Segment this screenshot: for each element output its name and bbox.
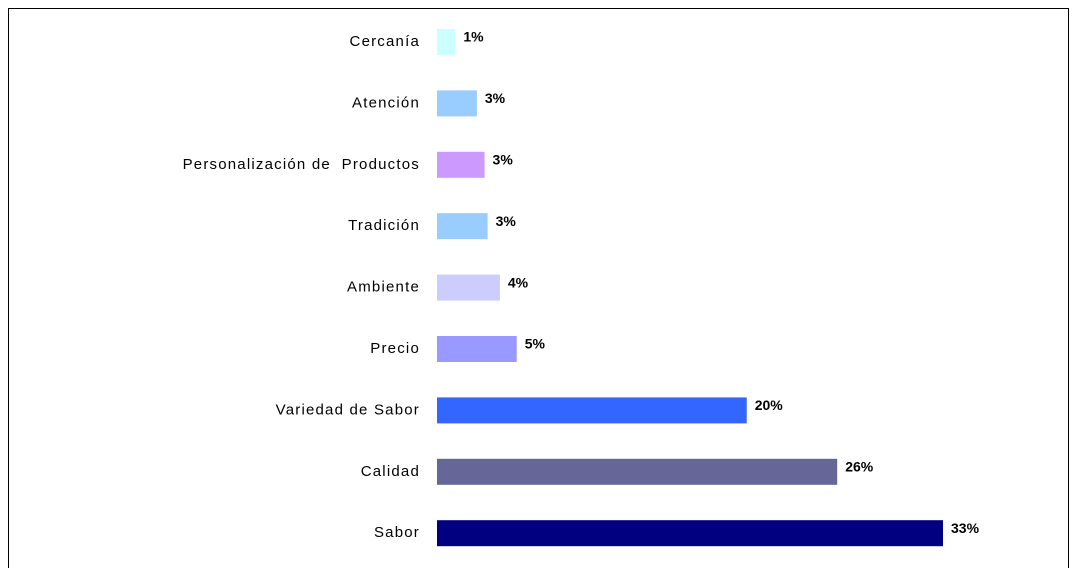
bar bbox=[437, 29, 456, 55]
bar bbox=[437, 520, 943, 547]
category-label: Cercanía bbox=[350, 33, 420, 50]
bar bbox=[437, 151, 485, 178]
value-label: 20% bbox=[755, 397, 784, 413]
category-label: Variedad de Sabor bbox=[276, 401, 420, 418]
category-label: Personalización de Productos bbox=[183, 156, 420, 173]
value-label: 26% bbox=[845, 459, 874, 475]
value-label: 4% bbox=[508, 274, 529, 290]
category-label: Ambiente bbox=[347, 279, 420, 296]
bar bbox=[437, 458, 838, 485]
value-label: 3% bbox=[493, 152, 514, 168]
bar bbox=[437, 90, 477, 117]
category-label: Tradición bbox=[348, 217, 420, 234]
value-label: 3% bbox=[485, 90, 506, 106]
bar bbox=[437, 336, 517, 362]
value-label: 5% bbox=[525, 336, 546, 352]
value-label: 3% bbox=[496, 213, 517, 229]
category-label: Calidad bbox=[361, 463, 420, 480]
category-label: Precio bbox=[370, 340, 420, 357]
value-label: 1% bbox=[463, 29, 484, 45]
category-label: Atención bbox=[352, 94, 420, 111]
category-label: Sabor bbox=[374, 524, 420, 541]
value-label: 33% bbox=[951, 520, 980, 536]
bar bbox=[437, 274, 500, 301]
bar bbox=[437, 397, 747, 424]
bar bbox=[437, 213, 488, 240]
